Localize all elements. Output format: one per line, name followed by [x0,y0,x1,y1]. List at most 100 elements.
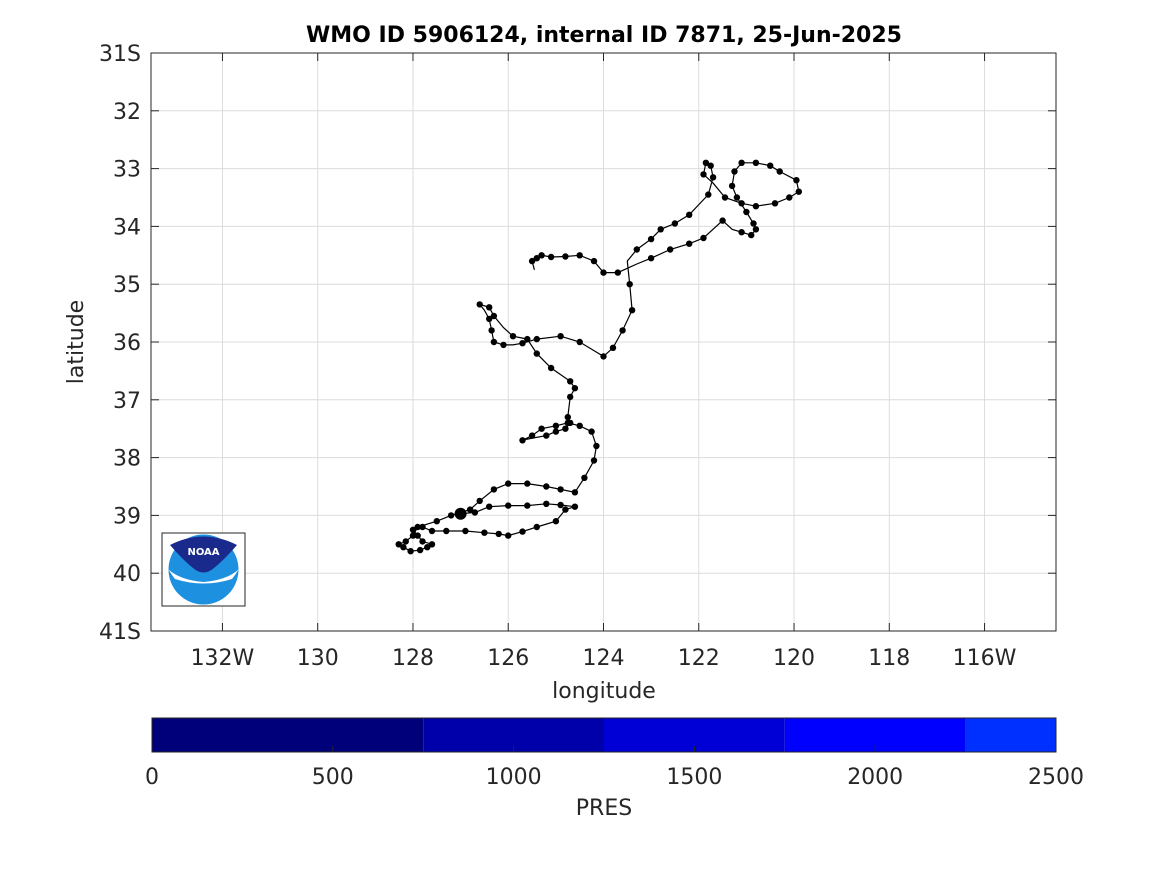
profile-point-15 [462,527,469,535]
profile-point-33 [466,506,474,513]
profile-point-25 [407,548,414,555]
colorbar-tick-label: 1000 [486,765,542,790]
profile-point-91 [752,203,760,210]
profile-point-75 [609,344,617,351]
profile-point-12 [505,532,512,539]
profile-point-90 [738,200,745,207]
y-axis-ticks: 31S 32 33 34 35 36 37 38 39 40 41S [99,42,1056,645]
x-tick-label: 122 [678,646,720,671]
profile-point-103 [743,208,750,216]
profile-point-70 [519,340,526,347]
y-tick-label: 40 [113,562,141,587]
y-tick-label: 31S [99,42,141,67]
profile-point-40 [571,489,579,496]
profile-point-6 [557,501,564,509]
y-tick-label: 39 [113,504,141,529]
colorbar-segments [152,718,1056,752]
profile-point-82 [671,220,679,227]
profile-point-2 [486,503,493,510]
latest-profile-point [454,507,467,520]
logo-bird-shape [170,536,237,573]
profile-point-1 [471,509,479,516]
chart-title: WMO ID 5906124, internal ID 7871, 25-Jun… [306,23,902,48]
x-tick-label: 126 [487,646,529,671]
colorbar-segment-4 [965,718,1056,752]
profile-point-87 [702,159,710,166]
profile-point-78 [626,281,633,288]
profile-point-77 [628,307,636,314]
profile-point-59 [547,364,555,372]
profile-point-27 [395,541,402,548]
x-tick-label: 116W [953,646,1017,671]
profile-point-117 [562,253,569,260]
profile-point-39 [557,486,564,493]
profile-point-21 [419,538,426,545]
profile-point-89 [721,194,729,201]
noaa-logo: NOAA [161,532,246,607]
profile-point-50 [519,437,526,444]
colorbar-tick-label: 0 [145,765,159,790]
y-tick-label: 38 [113,447,141,472]
profile-point-100 [731,168,738,175]
profile-point-56 [567,393,574,401]
profile-point-55 [564,413,571,421]
profile-point-7 [571,503,579,510]
profile-point-48 [538,425,545,432]
profile-point-113 [614,269,621,276]
x-tick-label: 128 [392,646,434,671]
profile-point-10 [533,523,540,531]
x-axis-label: longitude [552,679,656,704]
profile-point-98 [752,159,760,166]
profile-point-107 [738,229,745,236]
profile-point-119 [538,252,545,259]
profile-point-73 [576,338,583,346]
profile-point-14 [481,529,488,536]
profile-point-92 [771,200,779,207]
logo-text: NOAA [187,547,219,558]
colorbar-tick-label: 2000 [847,765,903,790]
colorbar-tick-label: 1500 [666,765,722,790]
profile-point-115 [590,257,598,265]
profile-point-81 [657,226,664,233]
profile-point-53 [562,425,569,432]
profile-point-106 [748,231,755,239]
profile-point-69 [500,341,507,349]
profile-point-118 [547,253,555,261]
profile-point-30 [414,523,421,531]
pressure-colorbar: 0 500 1000 1500 2000 2500 PRES [145,717,1084,821]
y-tick-label: 32 [113,100,141,125]
profile-point-23 [424,544,431,551]
profile-point-105 [752,226,760,233]
profile-point-102 [733,194,741,201]
profile-point-32 [447,512,455,519]
colorbar-frame [151,717,1057,753]
profile-point-63 [490,312,498,320]
profile-point-85 [709,174,717,181]
trajectory-layer [395,159,802,555]
y-tick-label: 37 [113,389,141,414]
profile-point-37 [524,480,531,487]
profile-point-64 [486,304,493,311]
profile-point-24 [416,546,424,554]
profile-point-45 [576,422,583,429]
profile-point-5 [543,500,550,507]
profile-point-114 [600,269,607,276]
profile-point-112 [647,255,655,262]
colorbar-label: PRES [576,796,632,821]
profile-point-97 [767,162,774,169]
profile-point-28 [402,538,409,545]
profile-point-17 [428,527,436,535]
profile-point-11 [519,528,526,535]
x-tick-label: 124 [583,646,625,671]
profile-point-94 [795,188,802,195]
profile-point-101 [728,182,736,190]
profile-point-68 [490,338,498,346]
profile-point-8 [562,506,569,513]
profile-point-16 [443,527,450,535]
profile-point-95 [793,177,800,184]
profile-point-84 [705,191,712,198]
profile-point-99 [738,159,745,166]
x-axis-ticks: 132W 130 128 126 124 122 120 118 116W [191,53,1017,671]
profile-point-54 [567,419,574,427]
